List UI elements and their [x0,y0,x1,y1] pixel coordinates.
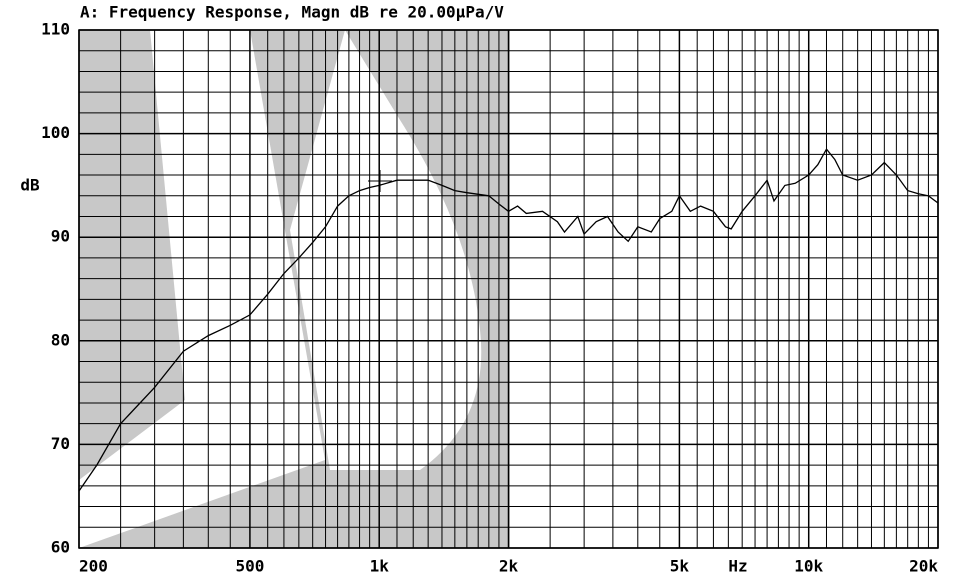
x-tick-label: 1k [370,557,390,576]
y-tick-label: 110 [41,20,70,39]
chart-title: A: Frequency Response, Magn dB re 20.00µ… [80,3,504,22]
y-tick-label: 90 [51,227,70,246]
chart: A: Frequency Response, Magn dB re 20.00µ… [0,0,955,581]
x-tick-label: 200 [79,557,108,576]
y-axis-label: dB [20,176,40,195]
x-tick-label: 2k [499,557,519,576]
y-tick-label: 80 [51,330,70,349]
x-tick-label: 5k [670,557,690,576]
x-tick-label: 10k [794,557,823,576]
y-tick-label: 100 [41,123,70,142]
y-tick-label: 60 [51,538,70,557]
x-axis-label: Hz [728,557,747,576]
x-tick-label: 500 [235,557,264,576]
y-tick-label: 70 [51,434,70,453]
x-tick-label: 20k [909,557,938,576]
